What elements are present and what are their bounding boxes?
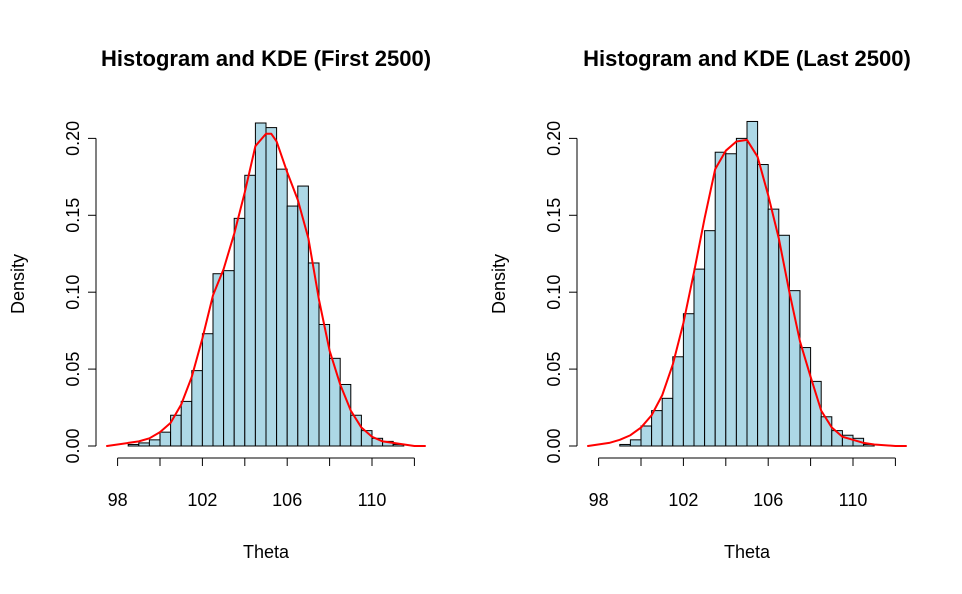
- histogram-bar: [661, 397, 674, 447]
- panel-first-2500: Histogram and KDE (First 2500) Theta Den…: [8, 46, 431, 562]
- histogram-bar: [286, 205, 299, 447]
- y-tick-label: 0.20: [544, 121, 564, 156]
- histogram-bar: [672, 356, 684, 447]
- histogram-bar: [201, 333, 214, 447]
- histogram-bar: [180, 400, 193, 447]
- histogram-bar: [629, 439, 642, 447]
- histogram-bar: [725, 153, 737, 447]
- histogram-bar: [265, 127, 278, 447]
- histogram-bar: [746, 120, 759, 447]
- y-tick-label: 0.00: [544, 428, 564, 463]
- histogram-bar: [757, 164, 769, 447]
- y-tick-label: 0.10: [63, 275, 83, 310]
- histogram-bar: [619, 443, 631, 447]
- histogram-bar: [159, 431, 172, 447]
- histogram-bar: [693, 268, 706, 447]
- histogram-bar: [714, 151, 727, 447]
- y-tick-label: 0.05: [544, 352, 564, 387]
- y-tick-label: 0.05: [63, 352, 83, 387]
- kde-layer: [106, 132, 426, 447]
- histogram-bar: [820, 416, 833, 447]
- y-tick-label: 0.20: [63, 121, 83, 156]
- histogram-bar: [651, 410, 663, 447]
- histogram-bar: [254, 122, 267, 447]
- x-tick-label: 102: [187, 490, 217, 510]
- y-axis: 0.00 0.05 0.10 0.15 0.20: [544, 121, 578, 464]
- histogram-bar: [276, 168, 288, 447]
- histogram-bar: [223, 270, 235, 447]
- y-tick-label: 0.15: [63, 198, 83, 233]
- x-tick-label: 98: [589, 490, 609, 510]
- histogram-bar: [297, 185, 309, 447]
- histogram-bar: [810, 380, 822, 447]
- histogram-bar: [244, 174, 256, 447]
- x-tick-label: 106: [272, 490, 302, 510]
- x-tick-label: 110: [839, 490, 868, 510]
- histogram-bars: [127, 122, 405, 447]
- panel-last-2500: Histogram and KDE (Last 2500) Theta Dens…: [489, 46, 911, 562]
- histogram-bar: [191, 370, 203, 447]
- histogram-bar: [339, 383, 352, 447]
- histogram-bar: [212, 273, 225, 447]
- x-tick-label: 106: [753, 490, 783, 510]
- y-axis-label: Density: [489, 254, 509, 314]
- y-axis: 0.00 0.05 0.10 0.15 0.20: [63, 121, 97, 464]
- x-tick-label: 98: [108, 490, 128, 510]
- chart-title: Histogram and KDE (First 2500): [101, 46, 431, 71]
- x-axis-label: Theta: [724, 542, 771, 562]
- x-tick-label: 102: [668, 490, 698, 510]
- histogram-bar: [138, 442, 150, 447]
- histogram-bars: [619, 120, 875, 447]
- chart-title: Histogram and KDE (Last 2500): [583, 46, 911, 71]
- histogram-bar: [767, 208, 780, 447]
- histogram-bar: [127, 443, 140, 447]
- kde-line: [106, 132, 426, 447]
- y-tick-label: 0.00: [63, 428, 83, 463]
- kde-line: [587, 138, 907, 447]
- y-tick-label: 0.10: [544, 275, 564, 310]
- x-axis: 98 102 106 110: [589, 457, 896, 510]
- histogram-bar: [704, 230, 716, 447]
- histogram-bar: [329, 357, 341, 447]
- x-axis: 98 102 106 110: [108, 457, 415, 510]
- y-tick-label: 0.15: [544, 198, 564, 233]
- histogram-bar: [640, 425, 653, 447]
- y-axis-label: Density: [8, 254, 28, 314]
- x-tick-label: 110: [358, 490, 387, 510]
- histogram-bar: [735, 137, 748, 447]
- histogram-bar: [233, 217, 246, 447]
- histogram-bar: [148, 439, 161, 447]
- kde-layer: [587, 138, 907, 447]
- histogram-bar: [682, 313, 695, 447]
- x-axis-label: Theta: [243, 542, 290, 562]
